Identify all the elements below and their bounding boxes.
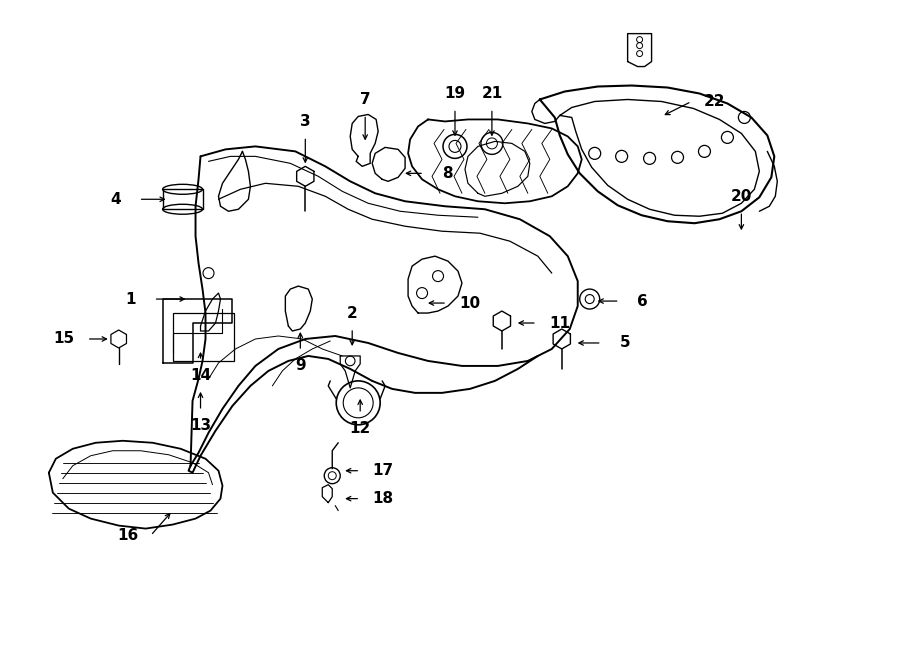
Bar [173, 313, 235, 361]
Text: 17: 17 [373, 463, 393, 478]
Text: 19: 19 [445, 86, 465, 101]
Text: 12: 12 [349, 421, 371, 436]
Text: 2: 2 [346, 305, 357, 321]
Text: 5: 5 [619, 336, 630, 350]
Text: 22: 22 [704, 94, 725, 109]
Text: 14: 14 [190, 368, 212, 383]
Text: 20: 20 [731, 189, 752, 204]
Text: 18: 18 [373, 491, 393, 506]
Text: 6: 6 [637, 293, 648, 309]
Text: 3: 3 [300, 114, 310, 129]
Text: 21: 21 [482, 86, 502, 101]
Text: 1: 1 [125, 292, 136, 307]
Text: 9: 9 [295, 358, 306, 373]
Text: 13: 13 [190, 418, 212, 434]
Text: 10: 10 [459, 295, 481, 311]
Text: 16: 16 [117, 528, 139, 543]
Text: 4: 4 [111, 192, 121, 207]
Text: 15: 15 [53, 331, 75, 346]
Text: 11: 11 [549, 315, 571, 330]
Text: 7: 7 [360, 92, 371, 107]
Text: 8: 8 [442, 166, 453, 181]
